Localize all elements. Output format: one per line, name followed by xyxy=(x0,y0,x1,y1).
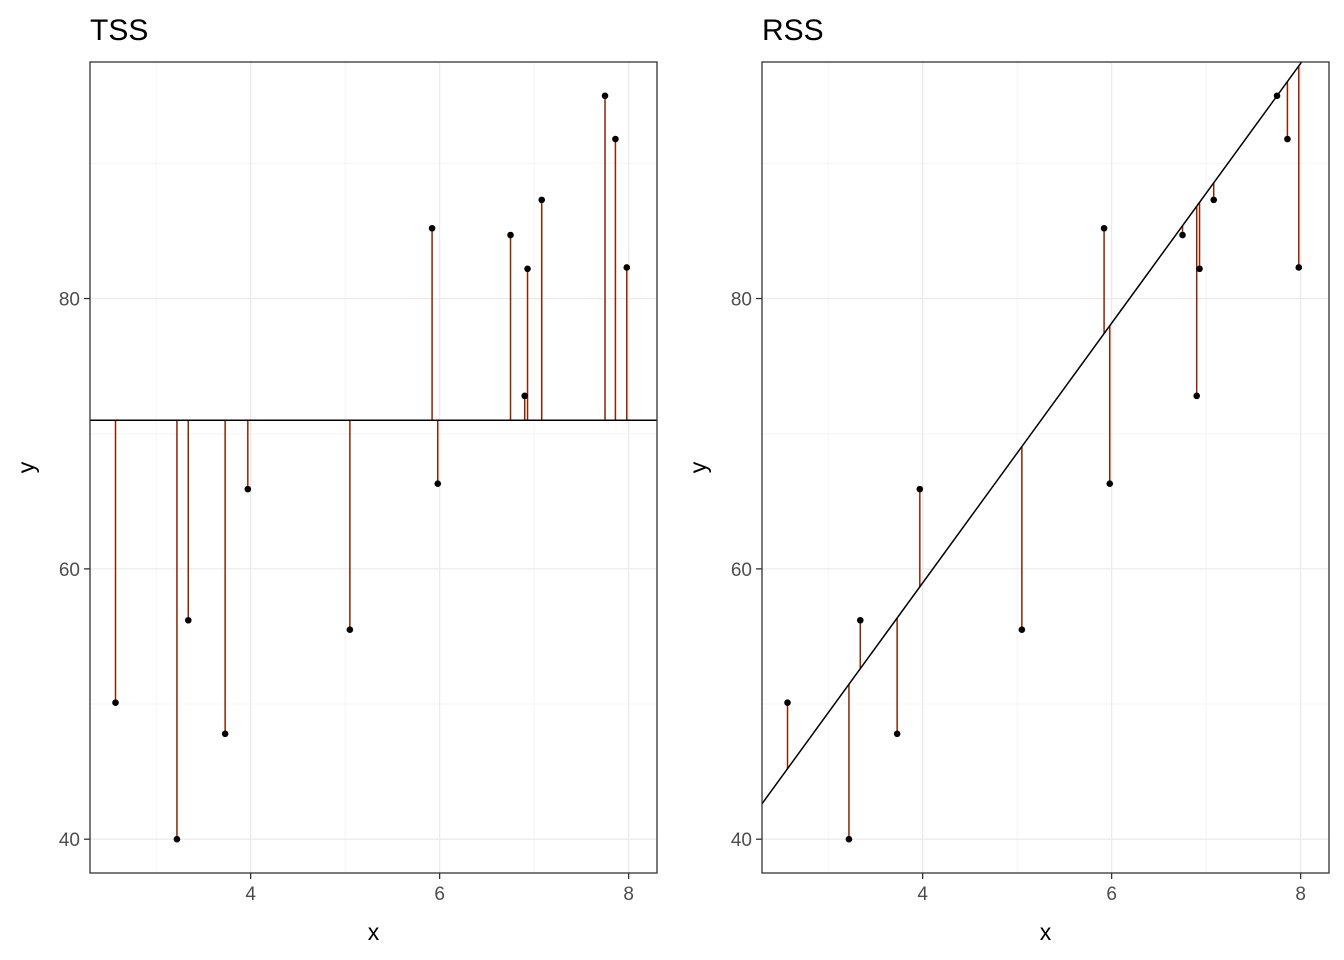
data-point xyxy=(184,616,192,624)
data-point xyxy=(601,92,609,100)
y-tick-label: 80 xyxy=(731,290,752,311)
data-point xyxy=(521,392,528,400)
x-tick-label: 8 xyxy=(1295,884,1306,905)
plot-area xyxy=(762,62,1303,843)
y-tick-label: 60 xyxy=(731,560,752,581)
data-point xyxy=(1106,480,1114,488)
data-point xyxy=(244,485,252,493)
panel-border xyxy=(761,61,1330,874)
x-tick-label: 8 xyxy=(623,884,634,905)
y-tick-label: 80 xyxy=(59,290,80,311)
plot-background xyxy=(762,62,1329,873)
data-point xyxy=(112,699,119,706)
data-point xyxy=(893,730,901,738)
plot-background xyxy=(90,62,657,873)
plot-area xyxy=(90,92,657,843)
data-point xyxy=(1100,224,1108,232)
data-point xyxy=(434,480,442,488)
data-point xyxy=(623,264,631,271)
x-axis-label: x xyxy=(368,919,380,945)
data-point xyxy=(612,135,619,143)
rss-panel: 4 6 8 40 60 80 RSS x y xyxy=(685,14,1330,945)
x-tick-label: 6 xyxy=(434,884,445,905)
data-point xyxy=(845,835,853,843)
data-point xyxy=(916,485,924,493)
regression-line xyxy=(762,62,1303,805)
data-point xyxy=(1210,196,1218,204)
data-point xyxy=(1193,392,1200,400)
data-point xyxy=(1273,92,1281,100)
y-tick-label: 40 xyxy=(59,830,80,851)
data-point xyxy=(784,699,791,706)
data-point xyxy=(856,616,864,624)
x-tick-label: 6 xyxy=(1106,884,1117,905)
y-tick-label: 60 xyxy=(59,560,80,581)
x-axis-label: x xyxy=(1040,919,1052,945)
tss-panel: 4 6 8 40 60 80 TSS x y xyxy=(13,14,658,945)
x-tick-label: 4 xyxy=(917,884,928,905)
data-point xyxy=(1196,265,1203,273)
chart-title: TSS xyxy=(90,14,148,47)
data-point xyxy=(1284,135,1291,143)
y-axis-label: y xyxy=(13,461,39,473)
data-point xyxy=(538,196,546,204)
data-point xyxy=(507,231,514,239)
data-point xyxy=(1018,626,1026,633)
panel-border xyxy=(89,61,658,874)
y-tick-label: 40 xyxy=(731,830,752,851)
data-point xyxy=(428,224,436,232)
data-point xyxy=(346,626,354,633)
data-point xyxy=(221,730,229,738)
data-point xyxy=(1295,264,1303,271)
data-point xyxy=(1179,231,1186,239)
data-point xyxy=(173,835,181,843)
y-axis-label: y xyxy=(685,461,711,473)
data-point xyxy=(524,265,531,273)
chart-title: RSS xyxy=(762,14,824,47)
x-tick-label: 4 xyxy=(245,884,256,905)
